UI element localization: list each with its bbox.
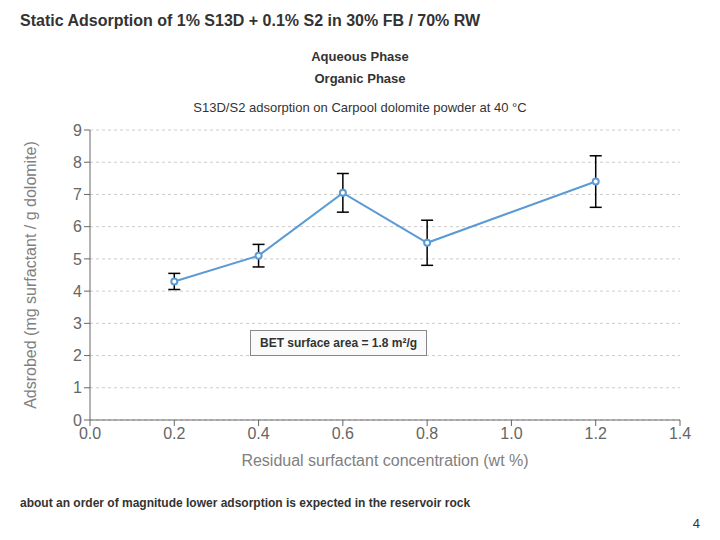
svg-text:Residual surfactant concentrat: Residual surfactant concentration (wt %): [241, 452, 528, 469]
svg-text:0.8: 0.8: [416, 425, 438, 442]
svg-text:0: 0: [73, 412, 82, 429]
svg-text:1.2: 1.2: [585, 425, 607, 442]
html-text:Organic Phase: Organic Phase: [314, 71, 406, 86]
html-text:BET surface area = 1.8 m²/g: BET surface area = 1.8 m²/g: [260, 336, 418, 350]
svg-text:5: 5: [73, 251, 82, 268]
html-text:about an order of magnitude lo: about an order of magnitude lower adsorp…: [20, 496, 471, 510]
svg-text:1.4: 1.4: [669, 425, 691, 442]
svg-text:Adsrobed (mg surfactant / g do: Adsrobed (mg surfactant / g dolomite): [22, 141, 39, 409]
svg-text:2: 2: [73, 347, 82, 364]
svg-text:9: 9: [73, 122, 82, 139]
svg-text:3: 3: [73, 315, 82, 332]
svg-text:0.2: 0.2: [163, 425, 185, 442]
svg-text:1: 1: [73, 379, 82, 396]
svg-text:7: 7: [73, 186, 82, 203]
svg-text:8: 8: [73, 154, 82, 171]
svg-text:6: 6: [73, 218, 82, 235]
svg-text:1.0: 1.0: [500, 425, 522, 442]
svg-text:4: 4: [73, 283, 82, 300]
svg-text:0.0: 0.0: [79, 425, 101, 442]
html-text:S13D/S2 adsorption on Carpool: S13D/S2 adsorption on Carpool dolomite p…: [193, 100, 527, 115]
svg-text:0.6: 0.6: [332, 425, 354, 442]
html-text:4: 4: [692, 516, 700, 531]
html-text:Static Adsorption of 1% S13D +: Static Adsorption of 1% S13D + 0.1% S2 i…: [20, 12, 481, 29]
html-text:Aqueous Phase: Aqueous Phase: [311, 49, 409, 64]
svg-text:0.4: 0.4: [247, 425, 269, 442]
